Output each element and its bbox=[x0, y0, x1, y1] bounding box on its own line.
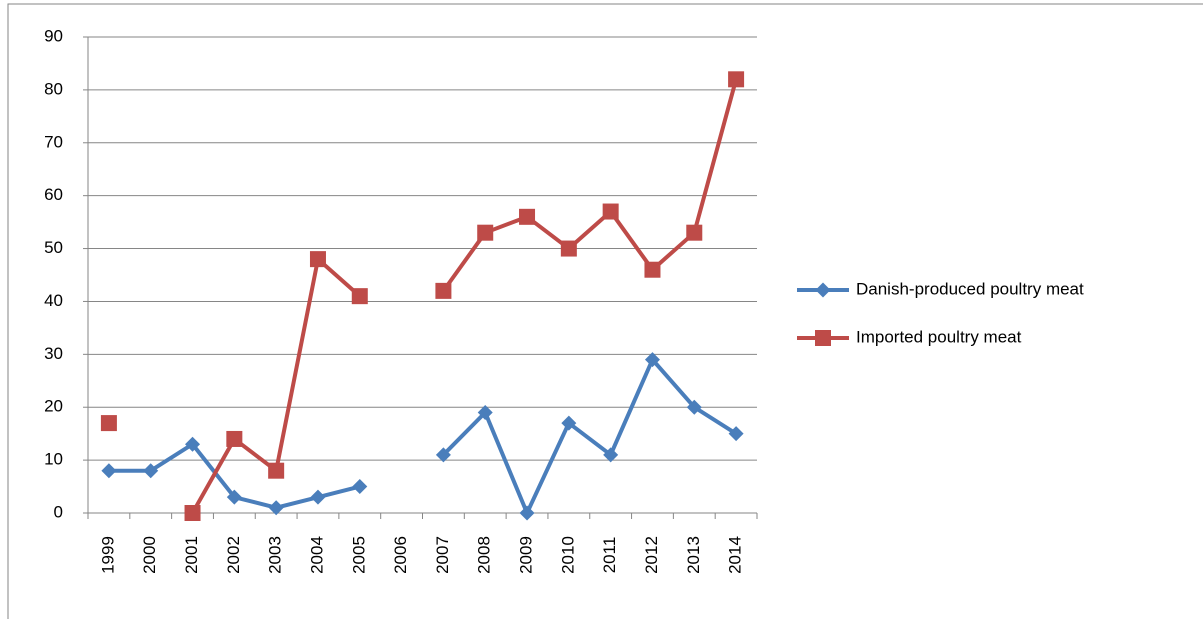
marker bbox=[268, 462, 285, 479]
marker bbox=[352, 479, 368, 495]
marker bbox=[184, 505, 201, 521]
marker bbox=[561, 415, 577, 431]
series-line bbox=[441, 78, 739, 293]
x-tick-label: 2010 bbox=[558, 536, 577, 574]
marker bbox=[477, 224, 494, 241]
marker bbox=[644, 352, 660, 368]
y-tick-label: 20 bbox=[44, 397, 63, 416]
legend-label: Danish-produced poultry meat bbox=[856, 279, 1084, 298]
x-tick-label: 2008 bbox=[475, 536, 494, 574]
marker bbox=[686, 224, 703, 241]
chart-frame bbox=[7, 3, 1203, 619]
x-tick-label: 2011 bbox=[600, 537, 619, 574]
marker bbox=[309, 251, 326, 268]
y-tick-label: 10 bbox=[44, 450, 63, 469]
marker bbox=[100, 415, 117, 432]
marker bbox=[686, 399, 702, 415]
marker bbox=[435, 447, 451, 463]
marker bbox=[226, 489, 242, 505]
marker bbox=[185, 436, 201, 452]
y-tick-label: 60 bbox=[44, 185, 63, 204]
x-tick-label: 2007 bbox=[433, 536, 452, 574]
marker bbox=[644, 261, 661, 278]
marker bbox=[310, 489, 326, 505]
y-tick-label: 80 bbox=[44, 79, 63, 98]
marker bbox=[728, 71, 745, 88]
y-tick-label: 50 bbox=[44, 238, 63, 257]
marker bbox=[560, 240, 577, 257]
marker bbox=[519, 505, 535, 521]
marker bbox=[728, 426, 744, 442]
x-tick-label: 2005 bbox=[349, 536, 368, 574]
x-tick-label: 2013 bbox=[684, 536, 703, 574]
marker bbox=[226, 430, 243, 447]
y-tick-label: 0 bbox=[54, 502, 63, 521]
series-line bbox=[441, 357, 738, 515]
x-tick-label: 2002 bbox=[224, 536, 243, 574]
x-tick-label: 2006 bbox=[391, 536, 410, 574]
x-tick-label: 2003 bbox=[266, 536, 285, 574]
marker bbox=[603, 447, 619, 463]
x-tick-label: 2004 bbox=[307, 536, 326, 574]
x-tick-label: 2012 bbox=[642, 536, 661, 574]
marker bbox=[435, 282, 452, 299]
marker bbox=[519, 208, 536, 225]
marker bbox=[268, 500, 284, 516]
legend-marker bbox=[815, 330, 831, 346]
y-tick-label: 30 bbox=[44, 344, 63, 363]
y-tick-label: 40 bbox=[44, 291, 63, 310]
y-tick-label: 90 bbox=[44, 26, 63, 45]
marker bbox=[101, 463, 117, 479]
x-tick-label: 1999 bbox=[98, 536, 117, 574]
y-tick-label: 70 bbox=[44, 132, 63, 151]
marker bbox=[143, 463, 159, 479]
marker bbox=[602, 203, 619, 220]
marker bbox=[351, 288, 368, 305]
x-tick-label: 2000 bbox=[140, 536, 159, 574]
x-tick-label: 2009 bbox=[517, 536, 536, 574]
legend-label: Imported poultry meat bbox=[856, 327, 1022, 346]
marker bbox=[477, 405, 493, 421]
x-tick-label: 2001 bbox=[182, 536, 201, 574]
x-tick-label: 2014 bbox=[726, 536, 745, 574]
legend-marker bbox=[815, 282, 831, 298]
